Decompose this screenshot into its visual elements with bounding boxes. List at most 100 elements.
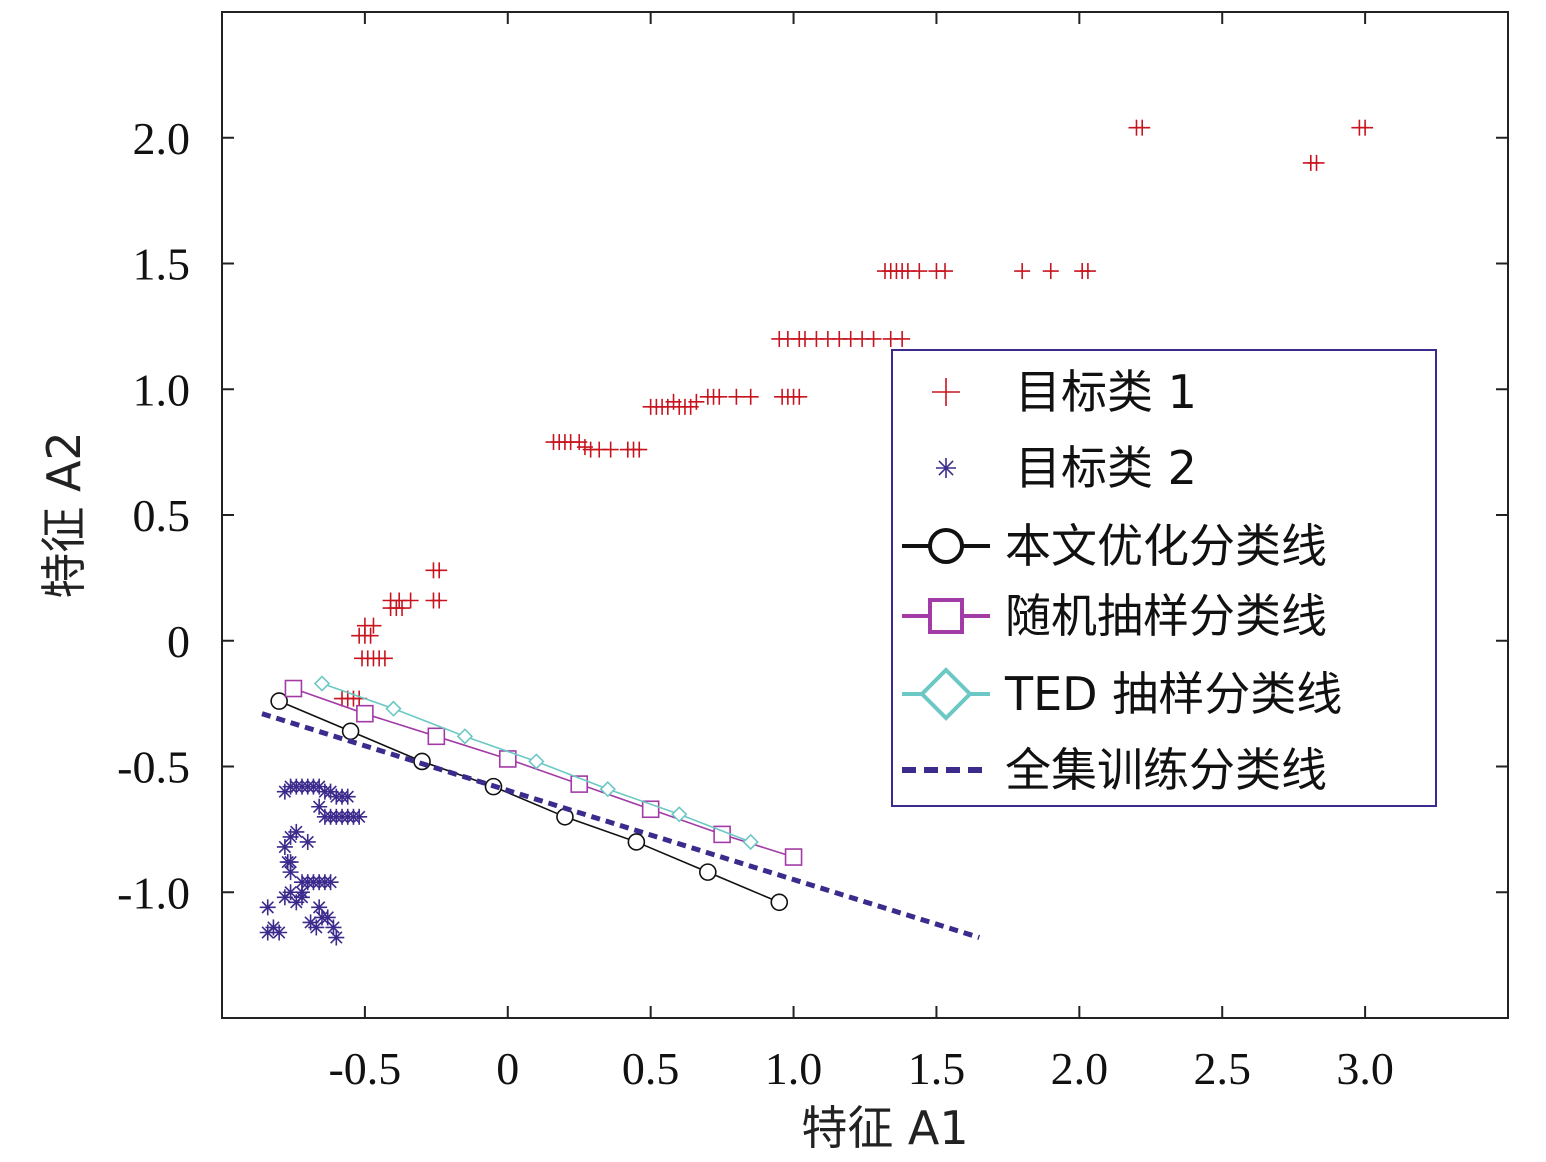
- series-5: [313, 675, 759, 851]
- scatter-point: [351, 808, 368, 825]
- scatter-point: [288, 823, 305, 840]
- line-point: [671, 806, 688, 823]
- line-point: [427, 727, 446, 746]
- scatter-point: [1357, 119, 1374, 136]
- scatter-point: [362, 627, 379, 644]
- legend-label: 目标类 1: [1015, 365, 1197, 419]
- series-4: [284, 679, 803, 866]
- y-tick-label: 2.0: [133, 113, 191, 164]
- y-axis-title: 特征 A2: [37, 431, 91, 598]
- legend-marker: [928, 528, 964, 564]
- scatter-point: [376, 650, 393, 667]
- legend-label: 本文优化分类线: [1005, 519, 1327, 573]
- scatter-point: [911, 263, 928, 280]
- x-tick-label: 0.5: [622, 1043, 680, 1094]
- scatter-point: [365, 617, 382, 634]
- scatter-point: [631, 441, 648, 458]
- scatter-point: [431, 562, 448, 579]
- series-line: [278, 700, 780, 904]
- scatter-point: [322, 874, 339, 891]
- scatter-point: [328, 929, 345, 946]
- scatter-point: [791, 388, 808, 405]
- scatter-point: [394, 600, 411, 617]
- line-point: [528, 753, 545, 770]
- line-point: [742, 833, 759, 851]
- scatter-point: [1042, 263, 1059, 280]
- scatter-point: [319, 909, 336, 926]
- legend-box: [891, 349, 1437, 807]
- legend-label: TED 抽样分类线: [1004, 667, 1342, 721]
- scatter-point: [282, 854, 299, 871]
- legend-marker: [932, 378, 960, 406]
- x-tick-label: 2.5: [1193, 1043, 1251, 1094]
- series-1: [334, 119, 1374, 707]
- scatter-point: [728, 388, 745, 405]
- line-point: [284, 679, 303, 698]
- x-tick-label: 0: [496, 1043, 519, 1094]
- x-tick-labels: -0.5 0 0.5 1.0 1.5 2.0 2.5 3.0: [328, 1043, 1393, 1094]
- scatter-point: [1014, 263, 1031, 280]
- legend-label: 全集训练分类线: [1005, 743, 1327, 797]
- line-point: [770, 893, 789, 912]
- y-tick-label: -0.5: [117, 742, 190, 793]
- scatter-point: [1308, 154, 1325, 171]
- y-tick-labels: -1.0 -0.5 0 0.5 1.0 1.5 2.0: [117, 113, 190, 919]
- scatter-point: [259, 899, 276, 916]
- legend-marker: [928, 598, 964, 634]
- line-point: [356, 704, 374, 723]
- scatter-point: [742, 388, 759, 405]
- scatter-point: [299, 833, 316, 850]
- x-tick-label: 2.0: [1051, 1043, 1109, 1094]
- scatter-point: [1134, 119, 1151, 136]
- line-point: [341, 722, 360, 741]
- x-axis-title: 特征 A1: [801, 1101, 968, 1155]
- line-point: [385, 700, 402, 717]
- scatter-point: [308, 919, 325, 936]
- scatter-point: [937, 263, 954, 280]
- line-point: [599, 781, 616, 798]
- line-point: [627, 833, 646, 851]
- series-6: [261, 711, 981, 940]
- series-line: [293, 687, 794, 858]
- legend-item-2: 目标类 2: [936, 441, 1197, 495]
- y-tick-label: 0: [167, 616, 190, 667]
- y-tick-label: 1.0: [133, 364, 191, 415]
- line-point: [699, 863, 717, 881]
- scatter-point: [602, 441, 619, 458]
- y-tick-label: -1.0: [117, 867, 190, 918]
- legend-marker: [919, 667, 973, 721]
- series-line: [261, 711, 981, 940]
- legend-item-1: 目标类 1: [932, 365, 1197, 419]
- line-point: [784, 848, 803, 866]
- scatter-point: [325, 919, 342, 936]
- legend-item-4: 随机抽样分类线: [902, 589, 1327, 643]
- scatter-point: [431, 592, 448, 609]
- y-tick-label: 1.5: [133, 239, 191, 290]
- line-point: [270, 692, 288, 710]
- line-point: [456, 728, 474, 745]
- scatter-point: [294, 884, 311, 901]
- axis-ticks: [222, 12, 1508, 1018]
- scatter-point: [894, 330, 911, 347]
- series-3: [270, 692, 789, 912]
- legend-item-5: TED 抽样分类线: [902, 667, 1342, 721]
- scatter-point: [1079, 263, 1096, 280]
- legend-label: 随机抽样分类线: [1005, 589, 1327, 643]
- scatter-point: [271, 924, 288, 941]
- legend-marker: [936, 458, 956, 478]
- scatter-point: [402, 592, 419, 609]
- scatter-point: [865, 330, 882, 347]
- x-tick-label: 3.0: [1336, 1043, 1394, 1094]
- x-tick-label: 1.0: [765, 1043, 823, 1094]
- scatter-point: [688, 393, 705, 410]
- legend-item-6: 全集训练分类线: [902, 743, 1327, 797]
- x-tick-label: 1.5: [908, 1043, 966, 1094]
- scatter-point: [311, 899, 328, 916]
- x-tick-label: -0.5: [328, 1043, 401, 1094]
- data-series: [259, 119, 1374, 946]
- series-2: [259, 778, 368, 946]
- legend-label: 目标类 2: [1015, 441, 1197, 495]
- scatter-point: [711, 388, 728, 405]
